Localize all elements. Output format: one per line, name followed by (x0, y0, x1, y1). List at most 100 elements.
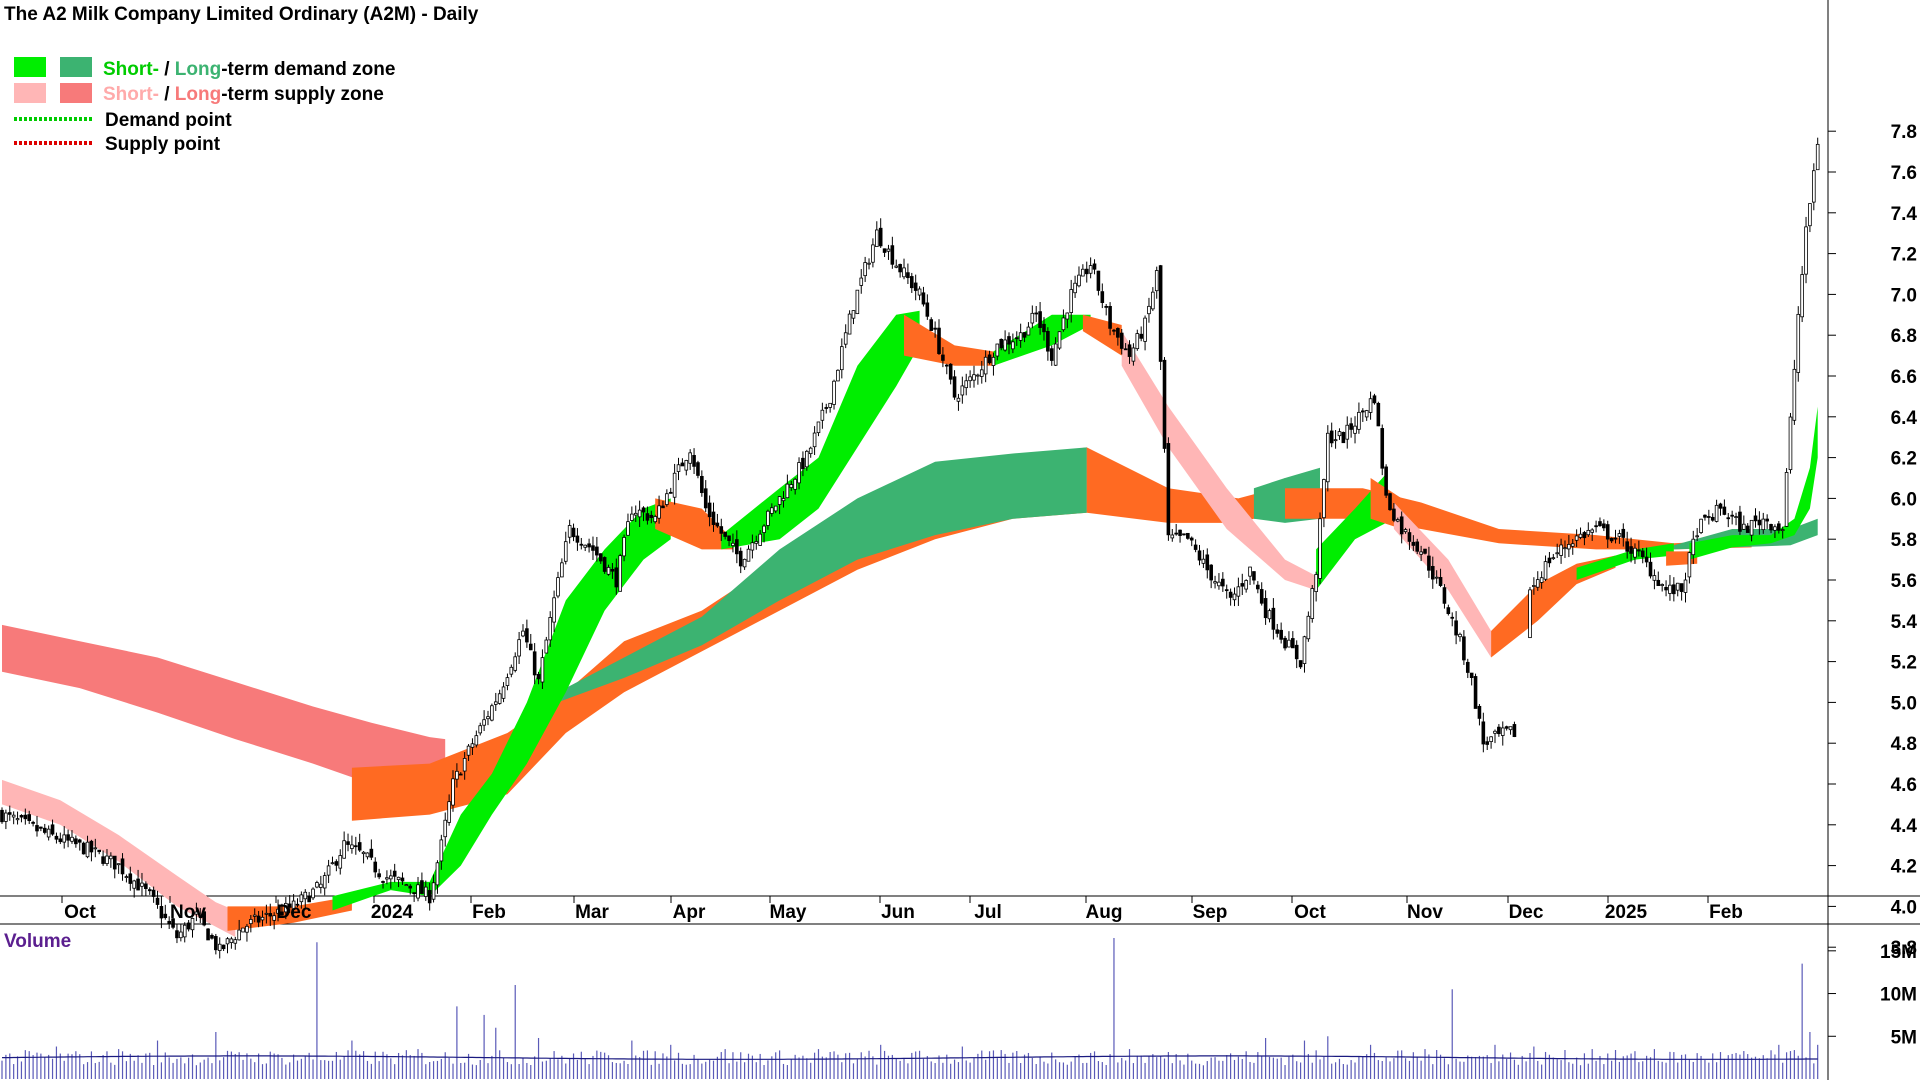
candle (1053, 337, 1058, 366)
candle (322, 872, 327, 896)
candle (517, 631, 521, 665)
price-tick-label: 6.0 (1891, 489, 1917, 510)
candle (1092, 259, 1097, 275)
candle (377, 868, 381, 880)
candle (1679, 583, 1684, 601)
candle (851, 310, 856, 325)
candle (229, 936, 234, 949)
candle (1189, 536, 1194, 547)
candle (388, 869, 393, 889)
candle (1804, 216, 1808, 284)
legend-swatch-short-supply (14, 83, 46, 103)
candle (1081, 264, 1085, 277)
candle (1042, 317, 1046, 341)
short-demand-zone-5 (1576, 543, 1674, 580)
price-tick-label: 7.2 (1891, 245, 1917, 266)
candle (1598, 517, 1602, 527)
candle (1314, 571, 1318, 602)
candle (54, 832, 59, 844)
candle (186, 920, 191, 932)
candle (610, 563, 615, 579)
candle (929, 317, 934, 332)
candle (661, 500, 665, 509)
candle (1629, 537, 1633, 563)
candle (1322, 478, 1326, 528)
candle (136, 869, 140, 891)
price-tick-label: 6.4 (1891, 408, 1918, 429)
candle (1384, 464, 1388, 498)
candle (948, 363, 953, 385)
candle (653, 514, 657, 524)
candle (579, 537, 584, 550)
candle (1602, 519, 1606, 532)
candle (1609, 537, 1614, 544)
legend-demand-sep: / (159, 59, 175, 80)
price-tick-label: 7.4 (1891, 204, 1918, 225)
candle (1376, 401, 1381, 427)
short-demand-zone (332, 498, 671, 911)
candle (1753, 508, 1758, 528)
candle (1812, 163, 1816, 211)
candle (556, 571, 560, 599)
price-tick-label: 6.6 (1891, 367, 1917, 388)
candle (1395, 517, 1400, 523)
long-supply-zone (2, 624, 446, 805)
candle (941, 347, 945, 368)
candle (116, 863, 121, 874)
candle (777, 496, 782, 515)
candle (0, 807, 4, 824)
candle (707, 495, 712, 527)
candle (217, 937, 222, 959)
short-demand-zone-6 (1689, 406, 1818, 560)
candle (1007, 332, 1011, 355)
candle (1555, 543, 1560, 559)
candle (46, 825, 51, 841)
candle (1143, 315, 1147, 351)
candle (1302, 635, 1307, 673)
candle (1065, 312, 1070, 329)
candle (1574, 529, 1579, 547)
candle (886, 244, 891, 260)
candle (42, 823, 47, 835)
candle (1221, 572, 1225, 592)
candle (105, 849, 109, 867)
candle (85, 835, 90, 859)
month-label: Jul (974, 902, 1001, 923)
candle (563, 531, 568, 565)
candle (81, 841, 86, 855)
candle (1695, 527, 1699, 541)
candle (602, 556, 607, 574)
candle (408, 884, 413, 895)
candle (1788, 412, 1793, 474)
legend-supply-point: Supply point (105, 134, 221, 155)
month-label: Oct (64, 902, 96, 923)
candle (482, 710, 486, 731)
candle (70, 830, 74, 844)
candle (1458, 632, 1462, 642)
candle (1287, 631, 1291, 648)
candle (820, 402, 825, 429)
candle (420, 872, 424, 894)
candle (1442, 584, 1447, 609)
candle (163, 904, 168, 920)
candle (703, 480, 708, 513)
candle (1446, 604, 1451, 616)
candle (649, 510, 654, 524)
volume-label: Volume (4, 931, 71, 952)
candle (447, 794, 451, 826)
candle (1310, 585, 1315, 623)
candle (1730, 510, 1734, 525)
candle (307, 891, 311, 903)
candle (890, 236, 895, 269)
candle (101, 850, 105, 866)
candle (1275, 623, 1280, 638)
candle (505, 673, 510, 691)
candle (1119, 328, 1124, 355)
candle (1578, 527, 1583, 540)
candle (462, 752, 467, 780)
candle (840, 338, 844, 379)
candle (182, 922, 187, 943)
candle (1652, 569, 1657, 590)
